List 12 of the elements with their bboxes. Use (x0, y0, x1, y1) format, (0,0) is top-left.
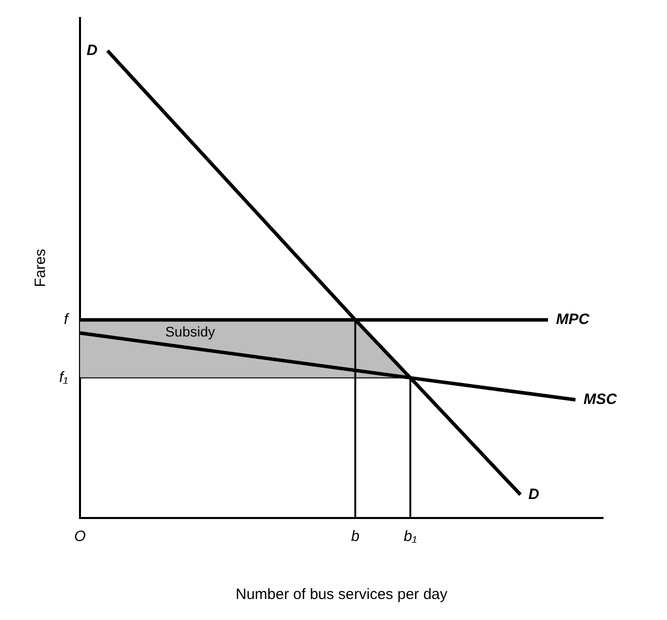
x-axis-title: Number of bus services per day (236, 586, 448, 604)
text: f₁ (59, 368, 68, 386)
x-tick-label: O (74, 528, 86, 546)
x-tick-label: b (351, 528, 360, 546)
series-label: Subsidy (165, 324, 216, 340)
text: D (86, 42, 98, 59)
series-label: MPC (556, 311, 590, 328)
x-tick-label: b₁ (404, 528, 418, 546)
series-label: D (528, 486, 540, 503)
y-axis-title: Fares (32, 248, 50, 288)
series-label: MSC (583, 390, 618, 408)
text: f (64, 311, 70, 328)
